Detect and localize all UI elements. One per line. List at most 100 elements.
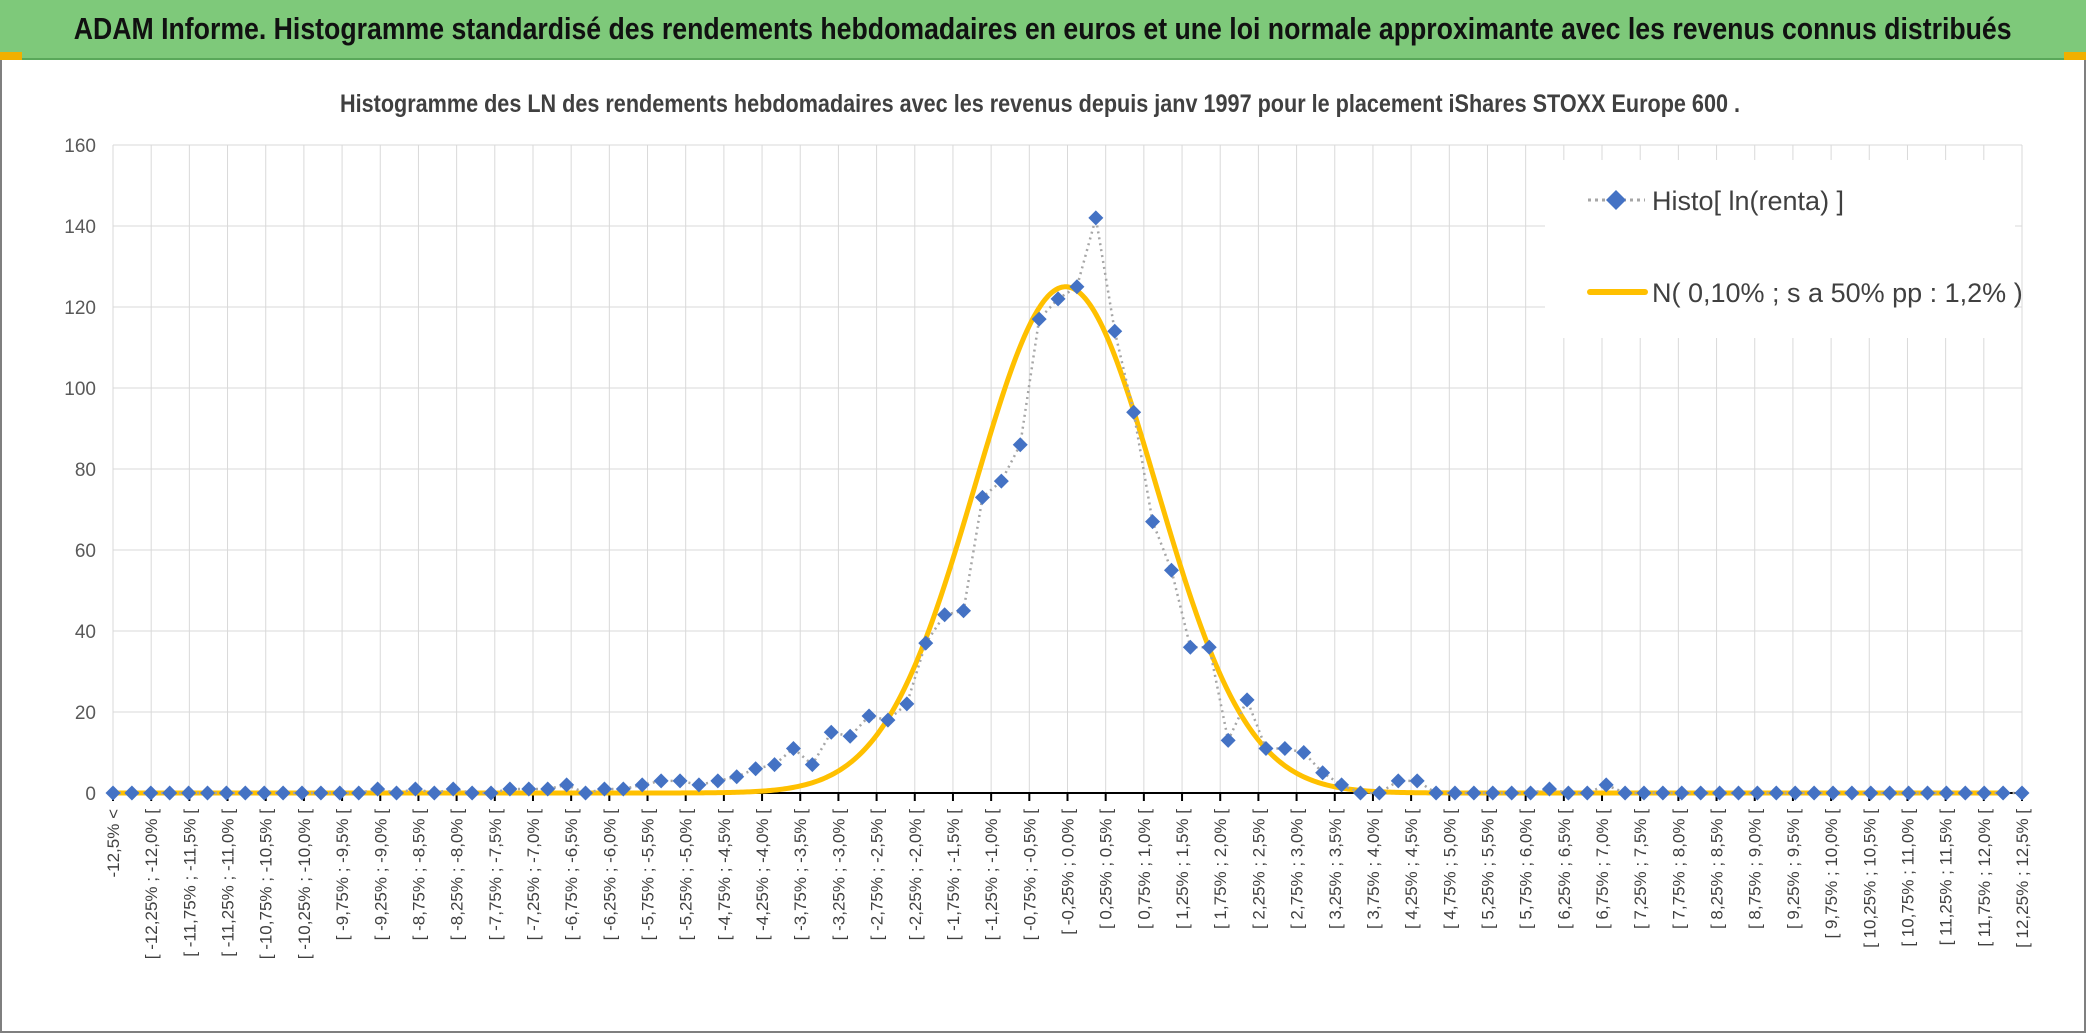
histo-point [200, 785, 216, 801]
histo-series [105, 210, 2030, 801]
x-tick-label: [ 5,75% ; 6,0% [ [1517, 809, 1536, 929]
x-tick-label: [ 12,25% ; 12,5% [ [2013, 809, 2032, 948]
histo-point [1031, 311, 1047, 327]
histo-point [1919, 785, 1935, 801]
histo-point [1334, 777, 1350, 793]
histo-point [1069, 279, 1085, 295]
x-tick-label: [ 1,75% ; 2,0% [ [1211, 809, 1230, 929]
histo-point [842, 728, 858, 744]
x-tick-label: [ 5,25% ; 5,5% [ [1478, 809, 1497, 929]
x-tick-label: [ 0,75% ; 1,0% [ [1135, 809, 1154, 929]
chart-title: Histogramme des LN des rendements hebdom… [340, 90, 1740, 118]
histo-point [1693, 785, 1709, 801]
histo-point [181, 785, 197, 801]
x-tick-label: -12,5% < [104, 809, 123, 878]
histo-point [937, 607, 953, 623]
histo-point [1371, 785, 1387, 801]
x-tick-label: [ -7,75% ; -7,5% [ [486, 809, 505, 941]
histo-point [1504, 785, 1520, 801]
histo-point [1787, 785, 1803, 801]
corner-accent-right [2064, 52, 2086, 60]
histo-point [389, 785, 405, 801]
x-tick-label: [ -3,75% ; -3,5% [ [791, 809, 810, 941]
histo-point [974, 489, 990, 505]
x-tick-label: [ -5,25% ; -5,0% [ [677, 809, 696, 941]
histo-point [1182, 639, 1198, 655]
legend-background [1545, 160, 2015, 338]
histo-point [1674, 785, 1690, 801]
header-banner: ADAM Informe. Histogramme standardisé de… [0, 0, 2086, 60]
histo-point [445, 781, 461, 797]
histo-point [502, 781, 518, 797]
histo-point [1579, 785, 1595, 801]
histo-point [1938, 785, 1954, 801]
histo-point [143, 785, 159, 801]
x-tick-label: [ -6,25% ; -6,0% [ [600, 809, 619, 941]
gridlines [112, 144, 2023, 794]
corner-accent-left [0, 52, 22, 60]
histo-point [1995, 785, 2011, 801]
x-tick-label: [ 6,25% ; 6,5% [ [1555, 809, 1574, 929]
histo-point [2014, 785, 2030, 801]
histo-point [559, 777, 575, 793]
y-tick-label: 160 [64, 136, 96, 157]
x-tick-label: [ 2,25% ; 2,5% [ [1249, 809, 1268, 929]
x-tick-label: [ -7,25% ; -7,0% [ [524, 809, 543, 941]
y-tick-label: 40 [75, 622, 96, 643]
x-tick-label: [ -8,75% ; -8,5% [ [409, 809, 428, 941]
histo-point [1901, 785, 1917, 801]
histo-point [294, 785, 310, 801]
histo-point [1220, 732, 1236, 748]
y-tick-label: 140 [64, 217, 96, 238]
x-tick-label: [ 0,25% ; 0,5% [ [1097, 809, 1116, 929]
histo-point [1296, 745, 1312, 760]
y-tick-label: 0 [85, 784, 96, 805]
histo-point [1560, 785, 1576, 801]
x-tick-label: [ -1,25% ; -1,0% [ [982, 809, 1001, 941]
histo-point [748, 761, 764, 777]
x-tick-label: [ 7,75% ; 8,0% [ [1669, 809, 1688, 929]
x-tick-label: [ 4,25% ; 4,5% [ [1402, 809, 1421, 929]
histo-point [407, 781, 423, 797]
histo-point [332, 785, 348, 801]
histo-point [1976, 785, 1992, 801]
x-tick-label: [ 8,25% ; 8,5% [ [1708, 809, 1727, 929]
x-tick-label: [ 9,75% ; 10,0% [ [1822, 809, 1841, 939]
histo-point [880, 712, 896, 728]
histo-point [1768, 785, 1784, 801]
histo-point [1428, 785, 1444, 801]
histo-point [1730, 785, 1746, 801]
histo-point [1163, 562, 1179, 578]
histo-point [729, 769, 745, 785]
histo-point [1447, 785, 1463, 801]
histo-point [1390, 773, 1406, 789]
histo-point [521, 781, 537, 797]
histo-point [313, 785, 329, 801]
x-tick-label: [ 4,75% ; 5,0% [ [1440, 809, 1459, 929]
histo-point [615, 781, 631, 797]
histo-point [426, 785, 442, 801]
x-tick-label: [ -0,75% ; -0,5% [ [1020, 809, 1039, 941]
y-tick-label: 120 [64, 298, 96, 319]
histo-point [1352, 785, 1368, 801]
histo-point [634, 777, 650, 793]
histo-point [1145, 514, 1161, 530]
histo-point [1466, 785, 1482, 801]
histo-point [1712, 785, 1728, 801]
histo-point [1088, 210, 1104, 226]
histo-point [861, 708, 877, 724]
x-tick-label: [ -10,75% ; -10,5% [ [257, 809, 276, 960]
x-tick-label: [ -3,25% ; -3,0% [ [829, 809, 848, 941]
x-tick-label: [ 3,25% ; 3,5% [ [1326, 809, 1345, 929]
x-tick-label: [ 10,75% ; 11,0% [ [1898, 809, 1917, 947]
histo-point [767, 757, 783, 773]
y-axis-ticks: 0 20 40 60 80 100 120 140 160 [64, 136, 96, 805]
x-tick-label: [ 2,75% ; 3,0% [ [1288, 809, 1307, 929]
histo-point [1636, 785, 1652, 801]
histo-point [1882, 785, 1898, 801]
x-tick-label: [ -11,75% ; -11,5% [ [180, 809, 199, 957]
x-tick-label: [ -9,25% ; -9,0% [ [371, 809, 390, 941]
x-tick-label: [ 3,75% ; 4,0% [ [1364, 809, 1383, 929]
